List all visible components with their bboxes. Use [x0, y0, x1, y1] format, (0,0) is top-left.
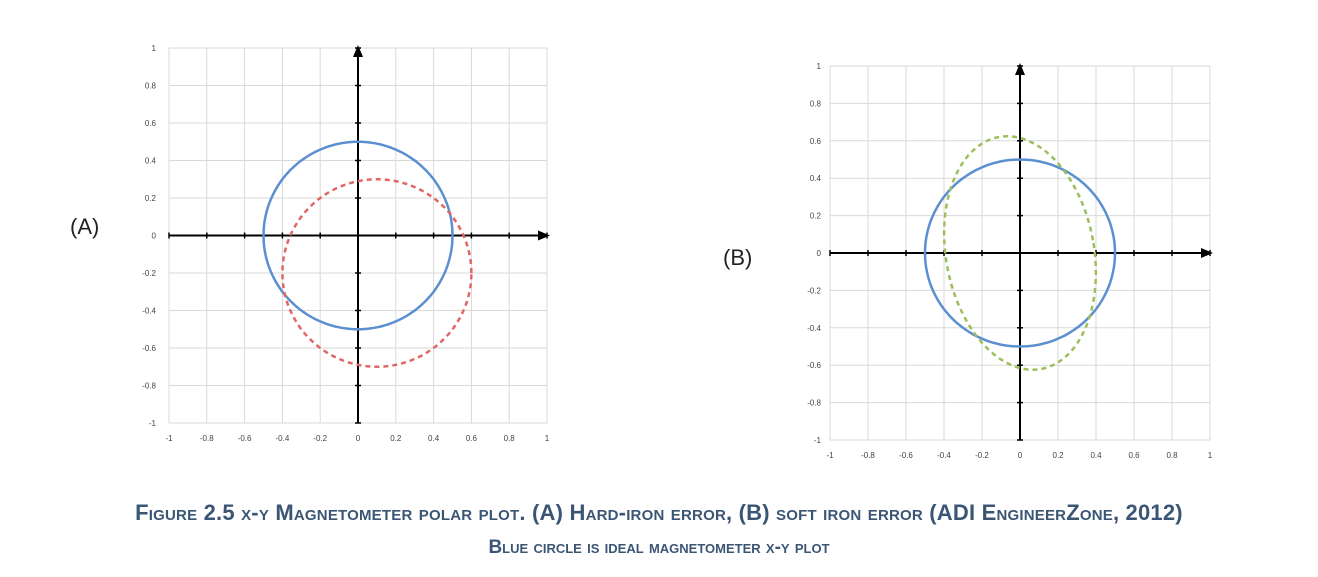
y-tick-label: 0.4 [145, 157, 157, 166]
y-tick-label: -0.4 [142, 307, 156, 316]
x-tick-label: 0.2 [390, 434, 402, 443]
y-tick-label: 0.8 [145, 82, 157, 91]
y-tick-label: 0.8 [810, 99, 822, 108]
ideal-circle [262, 140, 454, 331]
panel-a-label: (A) [70, 214, 100, 239]
y-tick-label: -0.6 [807, 361, 821, 370]
x-tick-label: 1 [545, 434, 550, 443]
distorted-curve [942, 135, 1098, 371]
x-axis-arrow [1201, 248, 1213, 258]
y-tick-label: 0 [152, 232, 157, 241]
x-tick-label: -0.6 [899, 451, 913, 460]
x-tick-label: -0.2 [313, 434, 327, 443]
y-tick-label: -0.6 [142, 344, 156, 353]
x-tick-label: -0.8 [200, 434, 214, 443]
x-tick-label: 0.6 [1128, 451, 1140, 460]
y-tick-label: 0.6 [145, 119, 157, 128]
y-axis-arrow [353, 45, 363, 57]
x-tick-label: 0.8 [1166, 451, 1178, 460]
x-tick-label: -0.8 [861, 451, 875, 460]
x-tick-label: 0 [356, 434, 361, 443]
y-tick-label: -0.8 [807, 399, 821, 408]
y-tick-label: 0.4 [810, 174, 822, 183]
y-tick-label: 0 [817, 249, 822, 258]
figure-caption: Figure 2.5 x-y Magnetometer polar plot. … [135, 500, 1183, 525]
y-tick-label: 0.6 [810, 137, 822, 146]
x-tick-label: 0 [1018, 451, 1023, 460]
x-tick-label: -0.6 [238, 434, 252, 443]
y-tick-label: 0.2 [145, 194, 157, 203]
y-tick-label: -1 [814, 436, 822, 445]
y-tick-label: 1 [817, 62, 822, 71]
x-tick-label: 0.2 [1052, 451, 1064, 460]
x-axis-arrow [538, 230, 550, 241]
x-tick-label: -0.4 [937, 451, 951, 460]
y-tick-label: -0.2 [142, 269, 156, 278]
x-tick-label: -0.4 [276, 434, 290, 443]
x-tick-label: 0.6 [466, 434, 478, 443]
x-tick-label: -1 [165, 434, 173, 443]
figure-caption-subline: Blue circle is ideal magnetometer x-y pl… [488, 537, 830, 558]
y-tick-label: -0.8 [142, 382, 156, 391]
x-tick-label: -1 [826, 451, 834, 460]
panel-b-label: (B) [723, 245, 753, 270]
y-tick-label: -0.4 [807, 324, 821, 333]
x-tick-label: 1 [1208, 451, 1213, 460]
y-tick-label: 1 [152, 44, 157, 53]
x-tick-label: 0.8 [504, 434, 516, 443]
y-tick-label: -1 [149, 419, 157, 428]
x-tick-label: -0.2 [975, 451, 989, 460]
y-tick-label: 0.2 [810, 212, 822, 221]
x-tick-label: 0.4 [428, 434, 440, 443]
y-tick-label: -0.2 [807, 286, 821, 295]
ideal-circle [923, 158, 1117, 348]
y-axis-arrow [1015, 63, 1025, 75]
x-tick-label: 0.4 [1090, 451, 1102, 460]
